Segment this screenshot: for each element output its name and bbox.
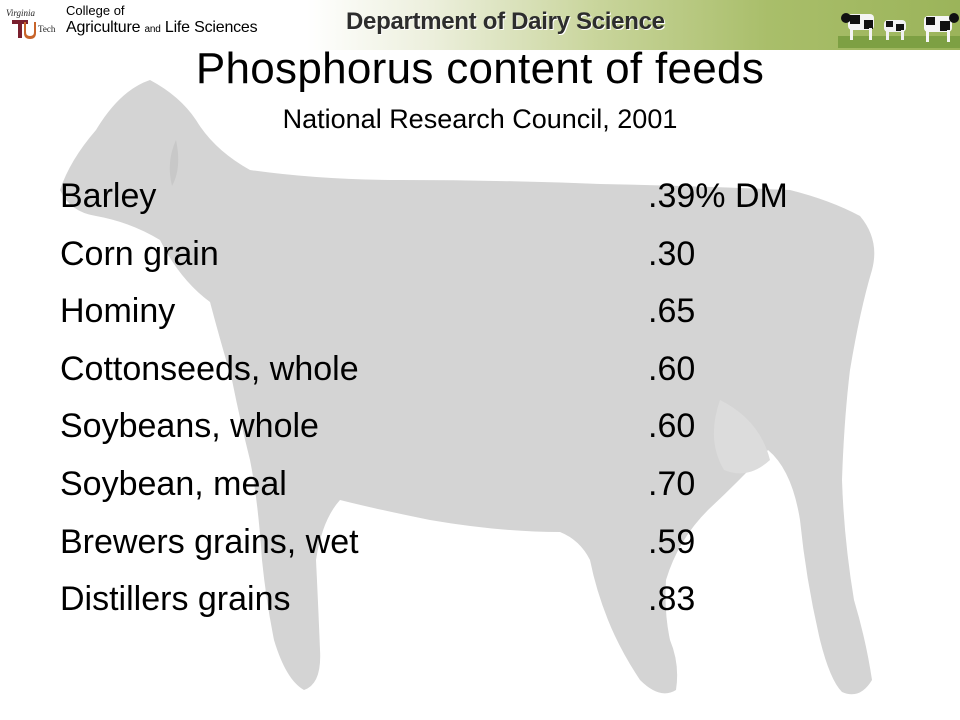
feed-value: .39% DM	[648, 177, 788, 215]
logo-virginia-text: Virginia	[6, 8, 35, 18]
feed-name: Corn grain	[60, 234, 219, 273]
table-row: Hominy .65	[60, 283, 920, 341]
table-row: Barley .39% DM	[60, 168, 920, 226]
feed-name: Soybean, meal	[60, 464, 287, 503]
table-row: Brewers grains, wet .59	[60, 514, 920, 572]
header-banner: Virginia Tech College of Agriculture and…	[0, 0, 960, 50]
table-row: Corn grain .30	[60, 226, 920, 284]
college-agriculture: Agriculture	[66, 19, 145, 36]
college-line2: Agriculture and Life Sciences	[66, 19, 266, 38]
slide-title: Phosphorus content of feeds	[195, 44, 765, 93]
feed-name: Brewers grains, wet	[60, 522, 359, 561]
feed-name: Distillers grains	[60, 580, 291, 619]
grazing-cows-image	[838, 13, 960, 48]
cow-1	[841, 13, 874, 40]
feed-value: .70	[648, 464, 696, 503]
cow-3	[924, 13, 959, 42]
feed-value: .30	[648, 234, 696, 273]
feed-value: .60	[648, 407, 696, 446]
feed-name: Barley	[60, 177, 157, 215]
college-and: and	[144, 24, 161, 35]
feed-value: .65	[648, 292, 696, 331]
table-row: Cottonseeds, whole .60	[60, 341, 920, 399]
cow-silhouette-background	[60, 80, 875, 695]
feed-value: .60	[648, 349, 696, 388]
college-life-sciences: Life Sciences	[160, 19, 258, 36]
slide-subtitle: National Research Council, 2001	[282, 104, 678, 134]
college-line1: College of	[66, 3, 125, 18]
college-name: College of Agriculture and Life Sciences	[66, 2, 266, 38]
feed-table: Barley .39% DM Corn grain .30 Hominy .65…	[60, 168, 920, 629]
virginia-tech-logo: Virginia Tech	[6, 8, 56, 39]
feed-name: Hominy	[60, 292, 176, 331]
feed-value: .59	[648, 522, 696, 561]
table-row: Distillers grains .83	[60, 571, 920, 629]
department-title: Department of Dairy Science	[346, 8, 665, 35]
feed-name: Cottonseeds, whole	[60, 349, 359, 388]
feed-name: Soybeans, whole	[60, 407, 319, 446]
table-row: Soybean, meal .70	[60, 456, 920, 514]
table-row: Soybeans, whole .60	[60, 398, 920, 456]
logo-tech-text: Tech	[38, 24, 56, 34]
cow-2	[884, 20, 906, 40]
feed-value: .83	[648, 580, 696, 619]
